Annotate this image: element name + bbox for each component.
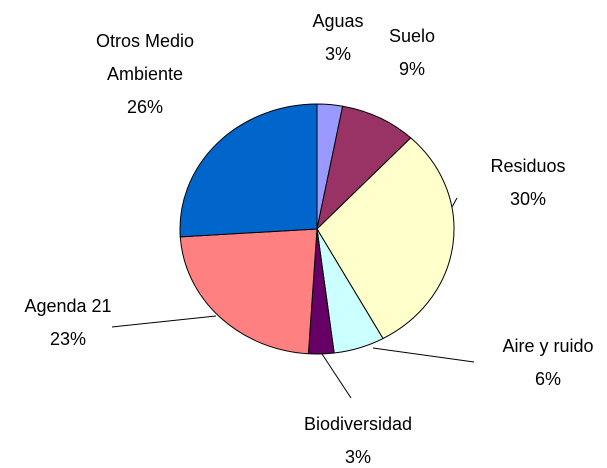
slice-label: Aire y ruido 6% <box>483 330 607 396</box>
slice-percent: 30% <box>509 189 547 209</box>
slice-label: Biodiversidad 3% <box>278 408 438 468</box>
slice-label: Otros Medio Ambiente 26% <box>70 25 220 124</box>
slice-name: Biodiversidad <box>303 414 413 434</box>
slice-label: Residuos 30% <box>473 150 583 216</box>
slice-name: Residuos <box>490 156 566 176</box>
slice-percent: 9% <box>398 59 425 79</box>
leader-line <box>321 353 352 399</box>
pie-slice <box>316 137 455 340</box>
pie-slice <box>179 228 318 355</box>
leader-line <box>372 347 475 363</box>
slice-name: Aire y ruido <box>502 336 594 356</box>
pie-slice <box>179 103 318 238</box>
slice-percent: 23% <box>49 329 87 349</box>
slice-label: Aguas 3% <box>293 5 383 71</box>
slice-percent: 26% <box>126 97 164 117</box>
slice-label: Suelo 9% <box>367 20 457 86</box>
leader-line <box>111 315 217 328</box>
slice-name: Agenda 21 <box>24 296 112 316</box>
slice-name: Suelo <box>388 26 436 46</box>
slice-name: Otros Medio Ambiente <box>95 31 195 84</box>
slice-percent: 3% <box>324 44 351 64</box>
slice-label: Agenda 21 23% <box>8 290 128 356</box>
slice-percent: 3% <box>344 447 371 467</box>
slice-name: Aguas <box>312 11 364 31</box>
slice-percent: 6% <box>534 369 561 389</box>
